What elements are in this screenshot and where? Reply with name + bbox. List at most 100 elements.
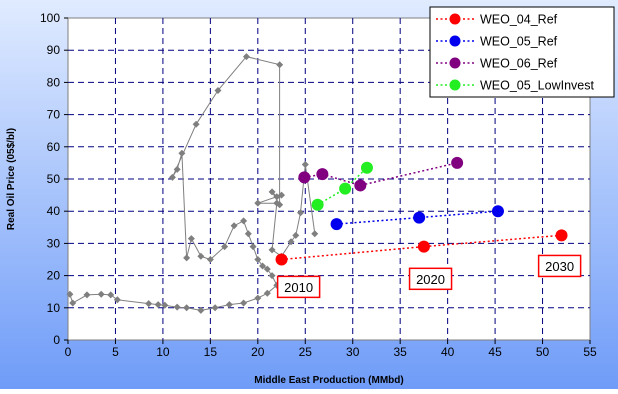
x-tick-label: 0	[65, 345, 72, 359]
x-tick-label: 10	[156, 345, 170, 359]
history-point	[254, 256, 262, 263]
legend: WEO_04_Ref WEO_05_Ref WEO_06_Ref WEO_05_Low…	[429, 6, 615, 98]
history-series	[66, 53, 319, 314]
history-point	[192, 120, 200, 128]
annotation-label: 2020	[416, 272, 445, 287]
series-point	[316, 168, 329, 181]
series-point	[360, 161, 373, 174]
y-tick-label: 10	[47, 301, 61, 315]
series-point	[491, 205, 504, 218]
legend-swatch-marker	[449, 57, 461, 69]
x-tick-label: 15	[204, 345, 218, 359]
x-axis-ticks: 0 5 10 15 20 25 30 35 40 45 50 55	[65, 340, 597, 359]
year-annotations: 2010 2020 2030	[276, 254, 582, 299]
series-line	[304, 162, 458, 187]
history-point	[211, 304, 219, 312]
history-point	[168, 173, 176, 181]
history-point	[242, 53, 250, 61]
history-point	[254, 199, 262, 207]
history-point	[183, 304, 191, 312]
y-tick-label: 30	[47, 236, 61, 250]
x-tick-label: 5	[112, 345, 119, 359]
history-point	[225, 301, 233, 309]
x-tick-label: 50	[536, 345, 550, 359]
legend-label: WEO_05_LowInvest	[480, 79, 594, 93]
y-tick-label: 50	[47, 172, 61, 186]
history-point	[311, 230, 319, 238]
history-point	[268, 272, 276, 280]
x-axis-label: Middle East Production (MMbd)	[254, 375, 403, 386]
annotation-box	[537, 254, 582, 278]
history-point	[276, 61, 284, 69]
x-tick-label: 40	[441, 345, 455, 359]
legend-swatch-marker	[449, 35, 461, 47]
legend-box	[429, 6, 615, 98]
y-tick-label: 90	[47, 43, 61, 57]
history-point	[173, 303, 181, 311]
series-point	[330, 218, 343, 231]
y-tick-label: 20	[47, 269, 61, 283]
x-tick-label: 45	[488, 345, 502, 359]
series-point	[354, 179, 367, 192]
history-point	[183, 254, 191, 262]
series-point	[451, 156, 464, 169]
series-point	[275, 253, 288, 266]
history-point	[240, 299, 248, 307]
y-axis-ticks: 0 10 20 30 40 50 60 70 80 90 100	[40, 11, 68, 347]
history-point	[206, 256, 214, 263]
annotation-box	[276, 275, 321, 299]
history-point	[197, 252, 205, 260]
history-point	[249, 243, 257, 251]
history-point	[259, 262, 267, 270]
history-point	[292, 231, 300, 239]
history-point	[278, 191, 286, 199]
history-point	[197, 306, 205, 314]
history-point	[214, 86, 222, 94]
legend-swatch-marker	[449, 13, 461, 25]
history-point	[145, 300, 153, 308]
legend-swatch-marker	[449, 79, 461, 91]
x-tick-label: 55	[583, 345, 597, 359]
history-point	[230, 222, 238, 230]
history-point	[187, 235, 195, 243]
history-point	[268, 246, 276, 254]
series-point	[339, 182, 352, 195]
annotation-box	[408, 267, 453, 291]
history-point	[107, 291, 115, 299]
y-tick-label: 60	[47, 140, 61, 154]
y-axis-label: Real Oil Price (05$/bl)	[6, 128, 17, 230]
history-point	[161, 301, 169, 309]
history-point	[113, 296, 121, 304]
history-point	[287, 238, 295, 246]
series-point	[555, 229, 568, 242]
annotation-label: 2030	[545, 259, 574, 274]
history-point	[154, 301, 162, 309]
history-point	[263, 289, 271, 297]
y-tick-label: 0	[53, 333, 60, 347]
x-tick-label: 30	[346, 345, 360, 359]
history-point	[273, 199, 281, 207]
series-line	[281, 234, 562, 261]
series-point	[311, 198, 324, 211]
y-tick-label: 40	[47, 204, 61, 218]
y-tick-label: 80	[47, 75, 61, 89]
history-point	[69, 299, 77, 307]
series-point	[413, 211, 426, 224]
x-tick-label: 35	[394, 345, 408, 359]
series-point	[417, 240, 430, 253]
legend-label: WEO_06_Ref	[480, 57, 558, 71]
history-point	[301, 161, 309, 169]
history-point	[97, 290, 105, 298]
history-point	[66, 290, 74, 298]
history-point	[178, 149, 186, 157]
x-tick-label: 20	[251, 345, 265, 359]
annotation-label: 2010	[284, 280, 313, 295]
history-point	[263, 265, 271, 273]
legend-label: WEO_04_Ref	[480, 13, 558, 27]
history-point	[83, 291, 91, 299]
history-point	[268, 188, 276, 196]
y-tick-label: 70	[47, 108, 61, 122]
y-tick-label: 100	[40, 11, 60, 25]
